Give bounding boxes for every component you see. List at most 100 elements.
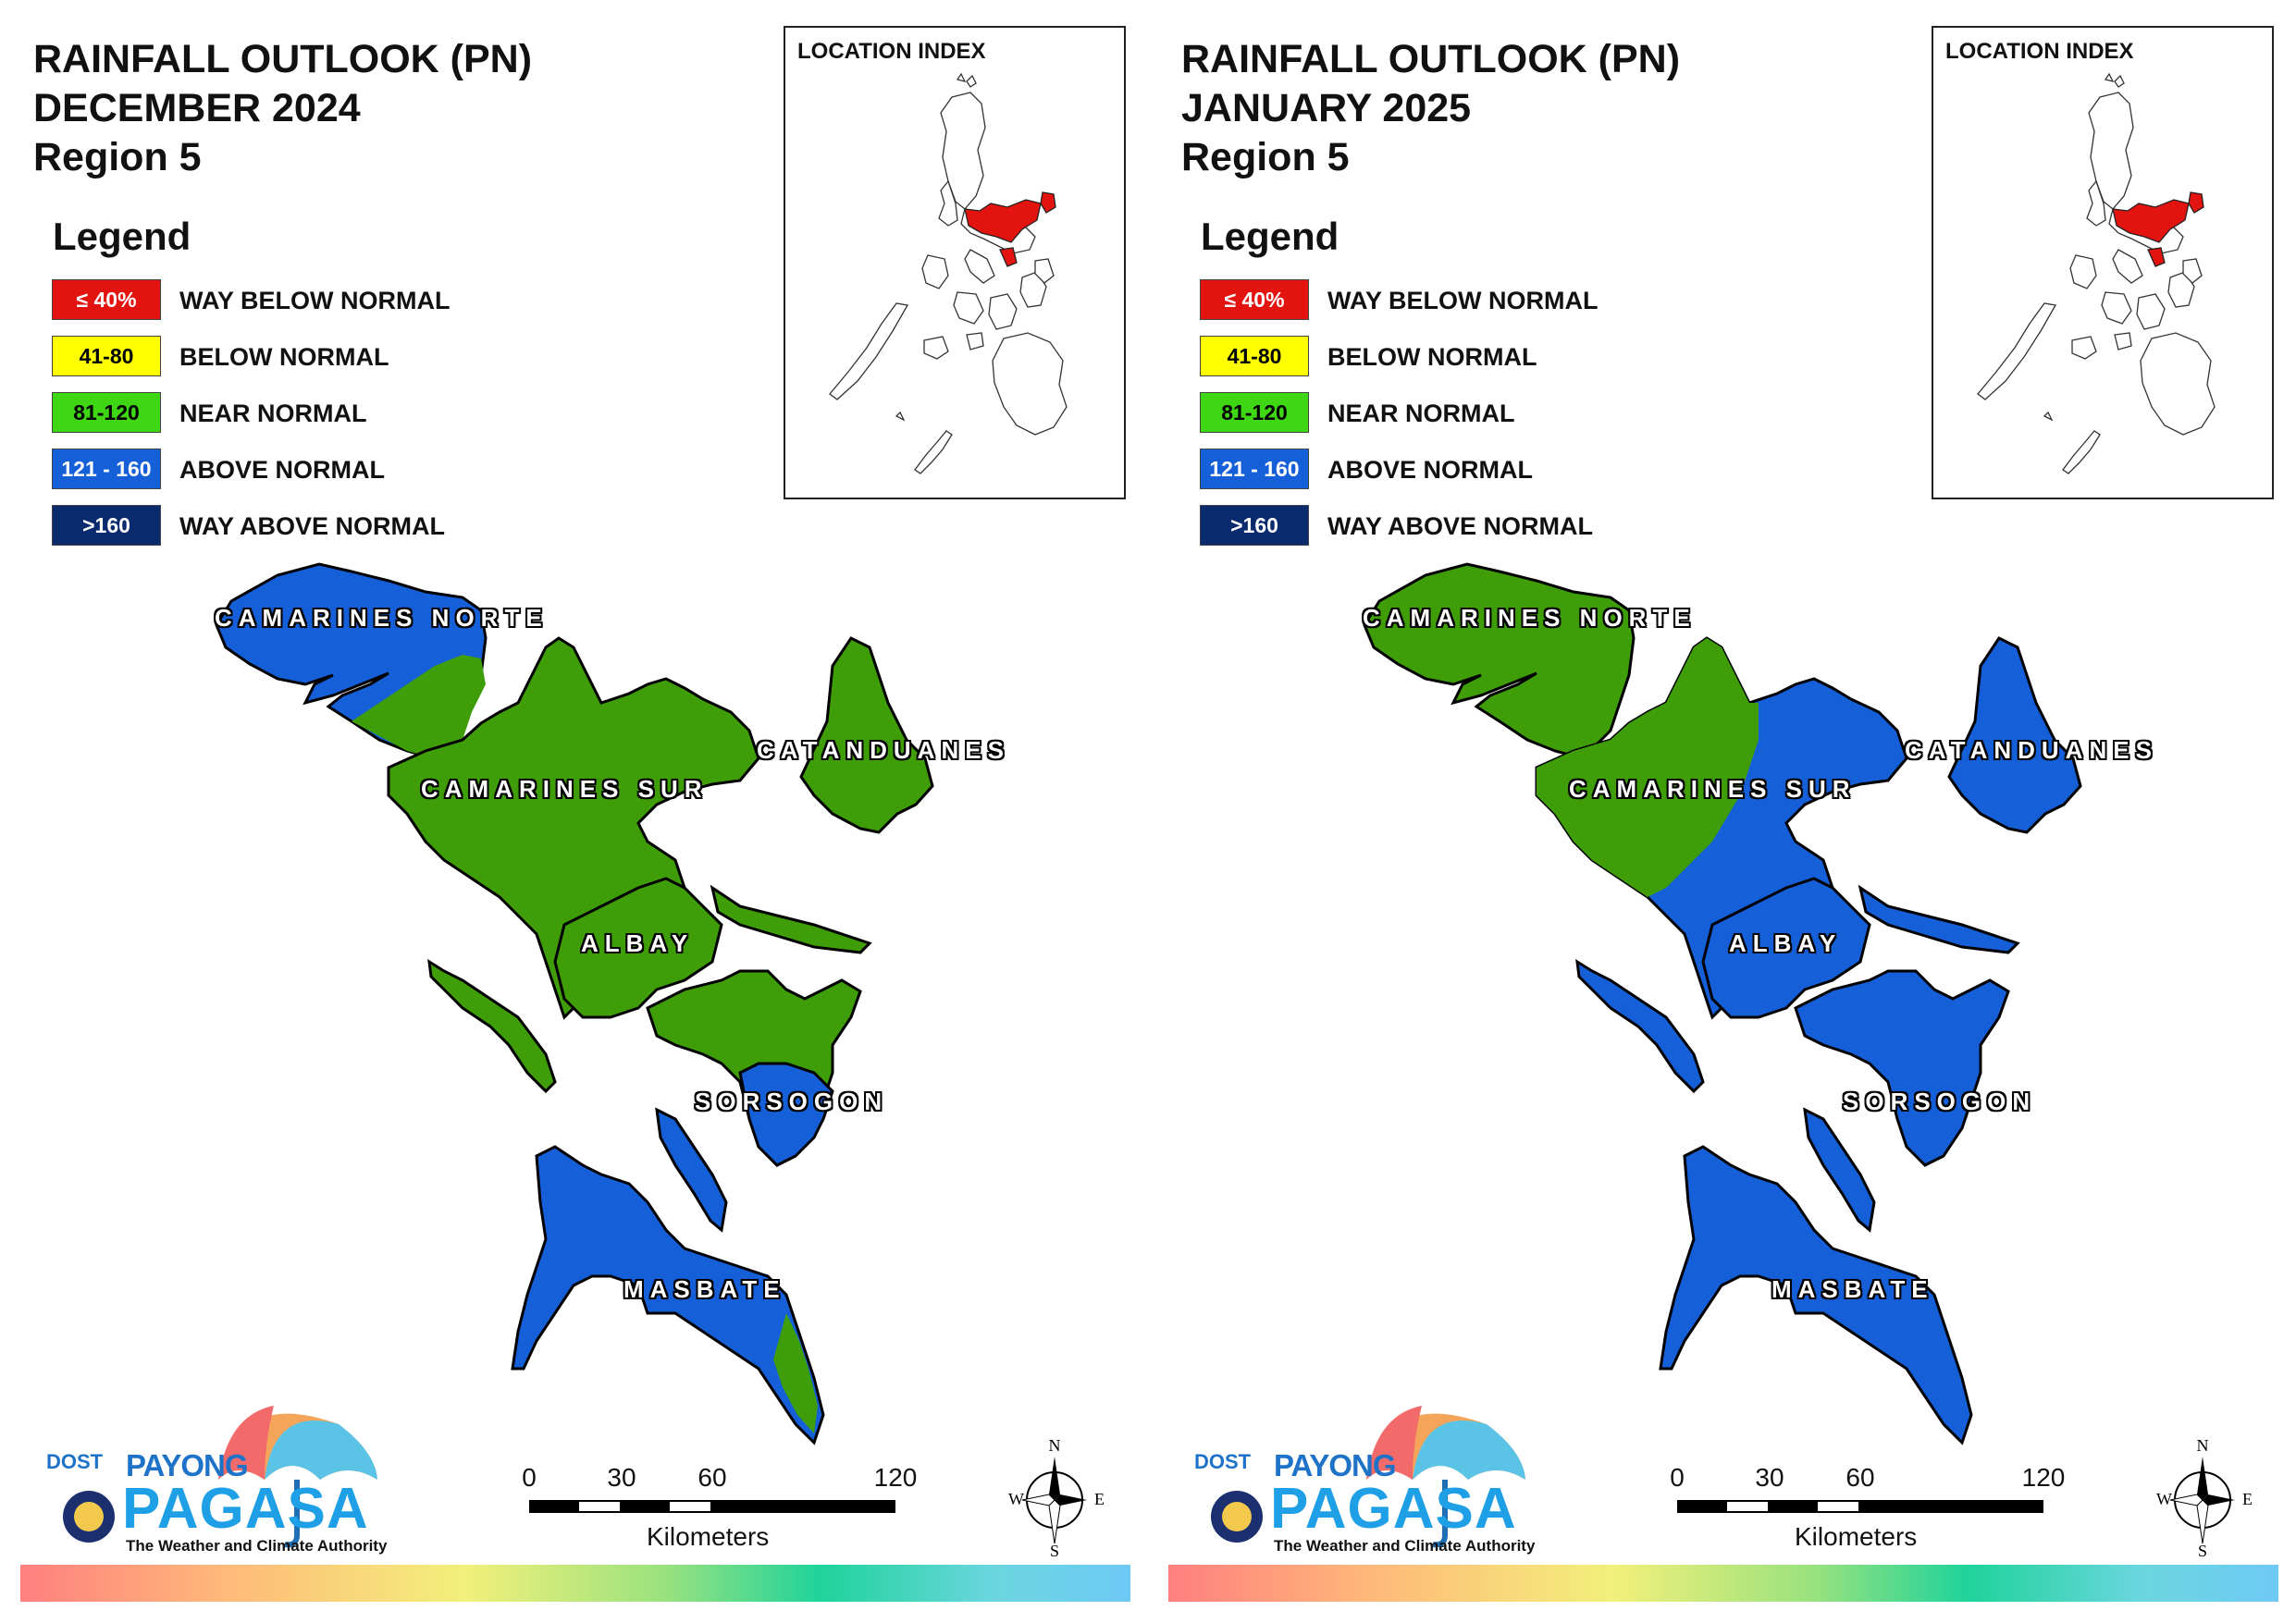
ticao-island-shape (1803, 1107, 1876, 1233)
compass-rose-icon: N S W E (2156, 1438, 2253, 1558)
legend-label: WAY ABOVE NORMAL (179, 512, 446, 540)
legend-swatch: ≤ 40% (52, 279, 161, 320)
brand-dost: DOST (46, 1450, 104, 1473)
label-sorsogon: SORSOGON (695, 1088, 889, 1115)
title-line-2: JANUARY 2025 (1181, 86, 1472, 130)
legend-label: ABOVE NORMAL (1327, 456, 1533, 484)
region5-map (215, 562, 934, 1445)
region5-map (1363, 562, 2082, 1445)
legend-title: Legend (53, 215, 191, 258)
compass-n: N (1049, 1438, 1061, 1455)
footer-gradient-bar (1168, 1565, 2278, 1602)
masbate-shape (1659, 1145, 1973, 1445)
sorsogon-above-zone (738, 1062, 834, 1167)
scale-tick: 30 (607, 1463, 636, 1492)
compass-w: W (2156, 1490, 2172, 1508)
legend-label: NEAR NORMAL (1327, 400, 1515, 427)
scale-tick: 0 (1670, 1463, 1685, 1492)
scale-unit: Kilometers (1795, 1522, 1918, 1551)
brand-tagline: The Weather and Climate Authority (126, 1537, 388, 1555)
compass-rose-icon: N S W E (1008, 1438, 1105, 1558)
footer-gradient-bar (20, 1565, 1130, 1602)
brand-tagline: The Weather and Climate Authority (1274, 1537, 1536, 1555)
label-camarines-norte: CAMARINES NORTE (215, 604, 549, 632)
panel-title: RAINFALL OUTLOOK (PN) DECEMBER 2024 Regi… (33, 35, 532, 182)
albay-island-shape (1858, 884, 2020, 954)
albay-island-shape (710, 884, 872, 954)
label-camarines-norte: CAMARINES NORTE (1363, 604, 1697, 632)
legend-swatch: 81-120 (1200, 392, 1309, 433)
legend-label: BELOW NORMAL (1327, 343, 1537, 371)
legend-swatch: 41-80 (1200, 336, 1309, 376)
label-catanduanes: CATANDUANES (1905, 736, 2158, 764)
label-catanduanes: CATANDUANES (757, 736, 1010, 764)
compass-s: S (2198, 1542, 2207, 1558)
title-line-3: Region 5 (1181, 135, 1350, 179)
legend-swatch: 81-120 (52, 392, 161, 433)
legend-swatch: >160 (52, 505, 161, 546)
location-index: LOCATION INDEX (784, 26, 1126, 499)
scale-bar: 0 30 60 120 Kilometers (1670, 1463, 2065, 1551)
legend-label: WAY ABOVE NORMAL (1327, 512, 1594, 540)
legend-swatch: >160 (1200, 505, 1309, 546)
label-albay: ALBAY (581, 929, 695, 957)
legend-title: Legend (1201, 215, 1339, 258)
ticao-island-shape (655, 1107, 728, 1233)
burias-island-shape (427, 959, 557, 1094)
label-sorsogon: SORSOGON (1843, 1088, 2037, 1115)
scale-tick: 60 (697, 1463, 727, 1492)
legend-label: ABOVE NORMAL (179, 456, 385, 484)
umbrella-icon (63, 1406, 377, 1548)
camarines-norte-near-zone (352, 655, 486, 758)
legend-label: WAY BELOW NORMAL (179, 287, 451, 314)
pagasa-logo: DOST PAYONG PAGASA The Weather and Clima… (1181, 1387, 1542, 1563)
panel-title: RAINFALL OUTLOOK (PN) JANUARY 2025 Regio… (1181, 35, 1680, 182)
camarines-sur-shape (387, 636, 760, 1020)
camarines-norte-shape (1363, 562, 1636, 760)
pagasa-logo: DOST PAYONG PAGASA The Weather and Clima… (33, 1387, 394, 1563)
legend-label: BELOW NORMAL (179, 343, 389, 371)
burias-island-shape (1575, 959, 1705, 1094)
location-index: LOCATION INDEX (1932, 26, 2274, 499)
title-line-1: RAINFALL OUTLOOK (PN) (1181, 37, 1681, 81)
scale-unit: Kilometers (647, 1522, 770, 1551)
title-line-3: Region 5 (33, 135, 202, 179)
brand-payong: PAYONG (1274, 1448, 1397, 1482)
title-line-1: RAINFALL OUTLOOK (PN) (33, 37, 533, 81)
sorsogon-shape (1794, 969, 2010, 1167)
scale-tick: 0 (522, 1463, 537, 1492)
masbate-near-zone (773, 1313, 818, 1433)
compass-s: S (1050, 1542, 1059, 1558)
label-masbate: MASBATE (1771, 1275, 1934, 1303)
location-index-title: LOCATION INDEX (1945, 39, 2134, 64)
label-albay: ALBAY (1729, 929, 1843, 957)
camarines-sur-near-zone (1537, 638, 1759, 897)
compass-w: W (1008, 1490, 1024, 1508)
outlook-panel-december: RAINFALL OUTLOOK (PN) DECEMBER 2024 Regi… (20, 26, 1130, 1602)
brand-pagasa: PAGASA (1270, 1477, 1517, 1541)
umbrella-icon (1211, 1406, 1525, 1548)
compass-n: N (2197, 1438, 2209, 1455)
brand-payong: PAYONG (126, 1448, 249, 1482)
scale-tick: 30 (1755, 1463, 1784, 1492)
scale-tick: 60 (1845, 1463, 1875, 1492)
masbate-shape (511, 1145, 825, 1445)
albay-shape (553, 877, 723, 1019)
catanduanes-shape (1947, 636, 2082, 834)
scale-bar: 0 30 60 120 Kilometers (522, 1463, 917, 1551)
brand-pagasa: PAGASA (122, 1477, 369, 1541)
location-index-title: LOCATION INDEX (797, 39, 986, 64)
philippines-index-map (1977, 72, 2216, 474)
brand-dost: DOST (1194, 1450, 1252, 1473)
legend-swatch: 121 - 160 (52, 449, 161, 489)
legend-swatch: 41-80 (52, 336, 161, 376)
scale-tick: 120 (2021, 1463, 2066, 1492)
label-masbate: MASBATE (623, 1275, 786, 1303)
legend-swatch: 121 - 160 (1200, 449, 1309, 489)
outlook-panel-january: RAINFALL OUTLOOK (PN) JANUARY 2025 Regio… (1148, 0, 2296, 1623)
legend-swatch: ≤ 40% (1200, 279, 1309, 320)
legend-label: WAY BELOW NORMAL (1327, 287, 1599, 314)
catanduanes-shape (799, 636, 934, 834)
label-camarines-sur: CAMARINES SUR (421, 775, 709, 803)
albay-shape (1701, 877, 1871, 1019)
